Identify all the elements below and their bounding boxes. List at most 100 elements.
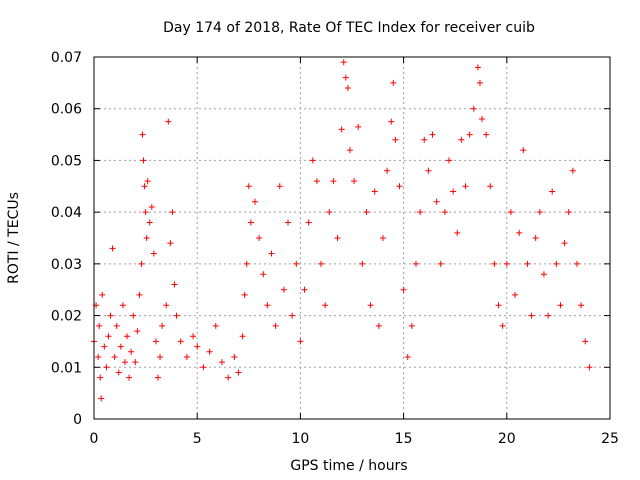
data-point	[103, 364, 110, 371]
data-point	[396, 183, 403, 190]
data-point	[264, 302, 271, 309]
data-point	[256, 235, 263, 241]
data-point	[212, 322, 219, 329]
x-tick-label: 0	[90, 431, 99, 447]
data-point	[561, 240, 568, 247]
data-point	[479, 116, 486, 123]
data-point	[139, 131, 146, 138]
data-point	[280, 286, 287, 293]
data-point	[483, 131, 490, 138]
data-point	[206, 348, 213, 355]
data-point	[268, 250, 275, 257]
y-tick-label: 0.02	[51, 309, 82, 325]
y-axis-label: ROTI / TECUs	[6, 192, 22, 284]
x-tick-label: 15	[395, 431, 413, 447]
data-points	[91, 59, 593, 402]
data-point	[512, 291, 519, 298]
data-point	[569, 167, 576, 174]
data-point	[516, 229, 523, 236]
data-point	[412, 260, 419, 267]
data-point	[245, 183, 252, 190]
data-point	[119, 302, 126, 309]
data-point	[528, 312, 535, 319]
data-point	[499, 322, 506, 329]
data-point	[97, 374, 104, 381]
y-tick-label: 0.07	[51, 50, 82, 66]
data-point	[117, 343, 124, 350]
x-tick-label: 25	[601, 431, 619, 447]
data-point	[375, 322, 382, 329]
data-point	[95, 353, 102, 360]
data-point	[545, 312, 552, 319]
data-point	[421, 136, 428, 143]
data-point	[157, 353, 164, 360]
data-point	[532, 235, 539, 241]
data-point	[371, 188, 378, 195]
data-point	[146, 219, 153, 226]
data-point	[159, 322, 166, 329]
data-point	[251, 198, 258, 205]
data-point	[476, 79, 483, 86]
data-point	[524, 260, 531, 267]
data-point	[466, 131, 473, 138]
data-point	[293, 260, 300, 267]
data-point	[565, 209, 572, 216]
plot-frame	[93, 56, 611, 420]
data-point	[99, 291, 106, 298]
data-point	[138, 260, 145, 267]
data-point	[346, 147, 353, 154]
data-point	[536, 209, 543, 216]
data-point	[326, 209, 333, 216]
data-point	[334, 235, 341, 241]
data-point	[553, 260, 560, 267]
data-point	[136, 291, 143, 298]
axis-ticks: 0 5 10 15 20 25 0 0.01 0.02 0.03 0.04 0.05 0.06 0.07	[51, 50, 619, 447]
data-point	[408, 322, 415, 329]
y-tick-label: 0	[73, 412, 82, 428]
data-point	[132, 359, 139, 366]
data-point	[355, 123, 362, 130]
data-point	[167, 240, 174, 247]
data-point	[243, 260, 250, 267]
data-point	[231, 353, 238, 360]
x-tick-label: 5	[193, 431, 202, 447]
data-point	[115, 369, 122, 376]
data-point	[454, 229, 461, 236]
data-point	[190, 333, 197, 340]
data-point	[183, 353, 190, 360]
data-point	[241, 291, 248, 298]
data-point	[148, 203, 155, 210]
y-tick-label: 0.01	[51, 360, 82, 376]
data-point	[318, 260, 325, 267]
data-point	[194, 343, 201, 350]
data-point	[313, 178, 320, 185]
data-point	[171, 281, 178, 288]
grid-lines	[94, 57, 610, 419]
data-point	[111, 353, 118, 360]
data-point	[573, 260, 580, 267]
data-point	[144, 178, 151, 185]
data-point	[260, 271, 267, 278]
data-point	[404, 353, 411, 360]
data-point	[101, 343, 108, 350]
data-point	[344, 85, 351, 92]
data-point	[285, 219, 292, 226]
data-point	[218, 359, 225, 366]
data-point	[417, 209, 424, 216]
data-point	[495, 302, 502, 309]
data-point	[400, 286, 407, 293]
data-point	[105, 333, 112, 340]
x-axis-label: GPS time / hours	[290, 458, 407, 474]
y-tick-label: 0.03	[51, 257, 82, 273]
x-tick-label: 10	[291, 431, 309, 447]
data-point	[586, 364, 593, 371]
data-point	[289, 312, 296, 319]
data-point	[107, 312, 114, 319]
data-point	[141, 183, 148, 190]
data-point	[367, 302, 374, 309]
data-point	[143, 235, 150, 241]
data-point	[520, 147, 527, 154]
data-point	[487, 183, 494, 190]
data-point	[276, 183, 283, 190]
